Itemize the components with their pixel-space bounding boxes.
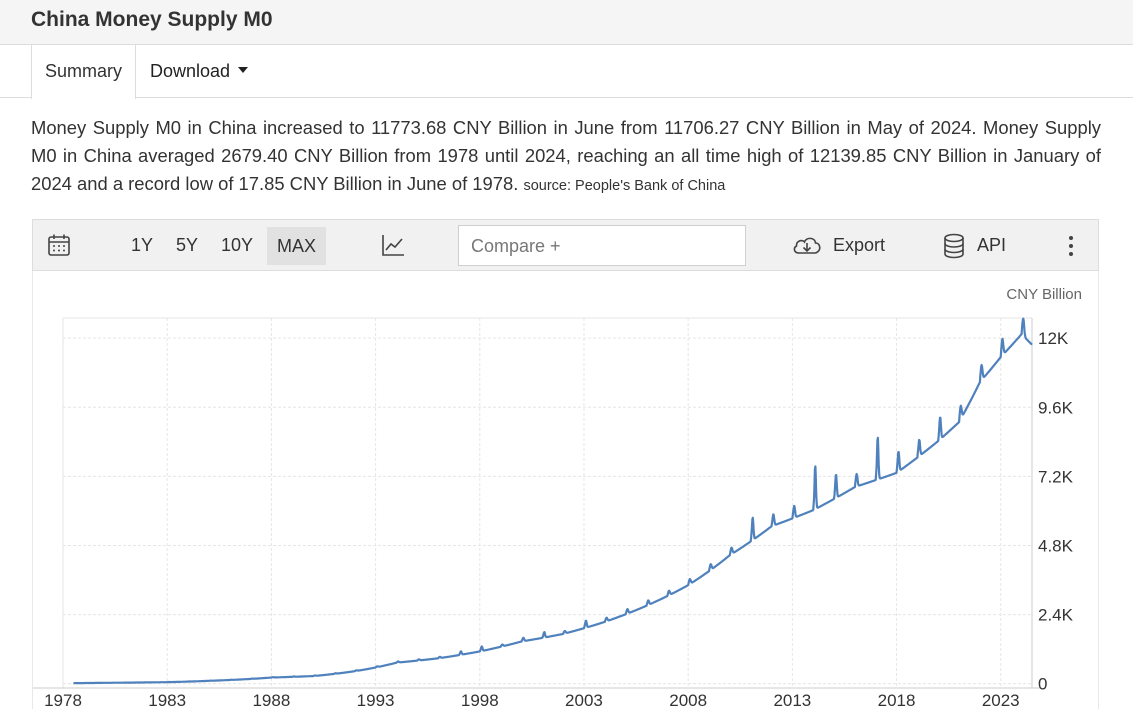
chart-frame xyxy=(32,271,1099,709)
money-supply-chart: 1978 1983 1988 1993 1998 2003 2008 2013 2018 2023… xyxy=(33,286,1082,709)
line-chart-icon[interactable] xyxy=(381,233,405,257)
x-tick-label: 1988 xyxy=(252,691,290,709)
x-tick-label: 2003 xyxy=(565,691,603,709)
calendar-icon[interactable] xyxy=(47,233,71,257)
range-1y-button[interactable]: 1Y xyxy=(131,235,154,255)
x-tick-label: 2013 xyxy=(773,691,811,709)
unit-label: CNY Billion xyxy=(1006,286,1082,303)
cloud-download-icon[interactable] xyxy=(791,233,823,257)
range-max-button[interactable]: MAX xyxy=(267,227,327,265)
x-tick-label: 2008 xyxy=(669,691,707,709)
tab-bar: Summary Download xyxy=(0,45,1133,99)
y-tick-label: 0 xyxy=(1038,675,1047,694)
tab-download-label: Download xyxy=(150,61,231,81)
page-title: China Money Supply M0 xyxy=(31,8,273,31)
chart-toolbar: 1Y 5Y 10Y MAX Compare + Export API xyxy=(32,219,1099,271)
y-tick-label: 12K xyxy=(1038,329,1069,348)
x-tick-label: 1978 xyxy=(44,691,82,709)
api-button[interactable]: API xyxy=(977,235,1007,255)
source-note: source: People's Bank of China xyxy=(523,178,726,194)
export-button[interactable]: Export xyxy=(833,235,886,255)
x-tick-label: 2018 xyxy=(878,691,916,709)
y-tick-label: 2.4K xyxy=(1038,606,1074,625)
x-tick-label: 1993 xyxy=(357,691,395,709)
range-10y-button[interactable]: 10Y xyxy=(221,235,254,255)
tab-summary[interactable]: Summary xyxy=(31,45,137,99)
y-tick-label: 9.6K xyxy=(1038,398,1074,417)
more-vertical-icon[interactable] xyxy=(1067,235,1075,257)
y-tick-label: 4.8K xyxy=(1038,536,1074,555)
database-icon[interactable] xyxy=(943,233,965,259)
title-bar: China Money Supply M0 xyxy=(0,0,1133,45)
summary-text: Money Supply M0 in China increased to 11… xyxy=(31,117,1101,194)
compare-input[interactable]: Compare + xyxy=(458,225,746,266)
x-tick-label: 1998 xyxy=(461,691,499,709)
tab-download[interactable]: Download xyxy=(137,45,261,98)
y-tick-label: 7.2K xyxy=(1038,467,1074,486)
summary-paragraph: Money Supply M0 in China increased to 11… xyxy=(31,114,1101,200)
series-line xyxy=(72,317,1033,685)
x-tick-label: 1983 xyxy=(148,691,186,709)
caret-down-icon xyxy=(238,67,249,74)
x-tick-label: 2023 xyxy=(982,691,1020,709)
range-5y-button[interactable]: 5Y xyxy=(176,235,199,255)
